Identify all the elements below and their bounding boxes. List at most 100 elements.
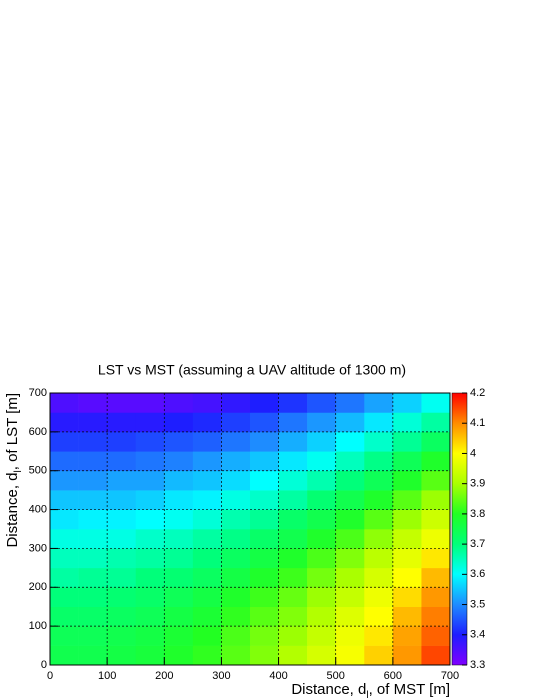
color-tick-label: 3.6	[470, 568, 485, 580]
color-tick-label: 3.9	[470, 478, 485, 490]
heat-cell	[221, 412, 251, 433]
heat-cell	[107, 509, 137, 530]
heat-cell	[135, 412, 165, 433]
heat-cell	[364, 509, 394, 530]
heat-cell	[278, 451, 308, 472]
heat-cell	[364, 393, 394, 413]
heat-cell	[78, 509, 108, 530]
heat-cell	[364, 548, 394, 569]
heat-cell	[50, 451, 79, 472]
heat-cell	[135, 509, 165, 530]
heat-cell	[392, 509, 422, 530]
heat-cell	[250, 626, 279, 646]
heat-cell	[250, 509, 279, 530]
heat-cell	[421, 412, 451, 433]
x-tick-label: 400	[269, 670, 287, 682]
heat-cell	[107, 393, 137, 413]
heat-cell	[221, 626, 251, 646]
x-tick-label: 700	[441, 670, 459, 682]
heat-cell	[364, 451, 394, 472]
heat-cell	[78, 470, 108, 491]
heat-cell	[421, 393, 451, 413]
heat-cell	[307, 412, 337, 433]
heat-cell	[164, 470, 194, 491]
heat-cell	[421, 529, 451, 549]
heat-cell	[192, 626, 222, 646]
heat-cell	[135, 587, 165, 608]
heat-cell	[335, 548, 365, 569]
heat-cell	[78, 626, 108, 646]
heat-cell	[278, 548, 308, 569]
heat-cell	[250, 451, 279, 472]
heat-cell	[50, 490, 79, 510]
heat-cell	[392, 645, 422, 666]
heat-cell	[50, 587, 79, 608]
heat-cell	[107, 431, 137, 452]
heat-cell	[221, 470, 251, 491]
heat-cell	[221, 451, 251, 472]
heat-cell	[192, 567, 222, 588]
heat-cell	[221, 567, 251, 588]
heat-cell	[107, 567, 137, 588]
heat-cell	[250, 529, 279, 549]
x-axis-label: Distance, dl, of MST [m]	[291, 681, 450, 699]
y-axis-label: Distance, dl, of LST [m]	[4, 393, 24, 548]
heat-cell	[421, 567, 451, 588]
heat-cell	[164, 587, 194, 608]
heat-cell	[392, 626, 422, 646]
heat-cell	[250, 587, 279, 608]
y-tick-label: 0	[41, 659, 47, 671]
heat-cell	[364, 490, 394, 510]
heat-cell	[221, 548, 251, 569]
x-tick-label: 200	[155, 670, 173, 682]
x-axis-label-part: , of MST [m]	[369, 681, 450, 698]
heat-cell	[221, 393, 251, 413]
heat-cell	[421, 490, 451, 510]
heat-cell	[192, 412, 222, 433]
heat-cell	[392, 393, 422, 413]
heat-cell	[164, 567, 194, 588]
heat-cell	[192, 587, 222, 608]
heat-cell	[421, 509, 451, 530]
heat-cell	[307, 567, 337, 588]
heat-cell	[278, 470, 308, 491]
heat-cell	[192, 470, 222, 491]
heat-cell	[307, 587, 337, 608]
heat-cell	[164, 548, 194, 569]
x-axis-label-part: Distance, d	[291, 681, 366, 698]
color-tick-label: 3.5	[470, 598, 485, 610]
heat-cell	[221, 529, 251, 549]
heat-cell	[307, 431, 337, 452]
heat-cell	[250, 393, 279, 413]
heat-cell	[78, 606, 108, 627]
heat-cell	[335, 470, 365, 491]
heat-cell	[107, 548, 137, 569]
heat-cell	[192, 431, 222, 452]
heat-cell	[50, 393, 79, 413]
heat-cell	[335, 451, 365, 472]
heat-cell	[78, 490, 108, 510]
heat-cell	[278, 567, 308, 588]
heat-cell	[364, 412, 394, 433]
y-tick-label: 300	[29, 542, 47, 554]
heat-cell	[392, 451, 422, 472]
heat-cell	[164, 451, 194, 472]
heat-cell	[335, 587, 365, 608]
heat-cell	[192, 529, 222, 549]
heat-cell	[135, 470, 165, 491]
y-axis-label-part: l	[13, 470, 24, 472]
heat-cell	[392, 548, 422, 569]
heat-cell	[421, 587, 451, 608]
color-tick-label: 3.4	[470, 629, 485, 641]
color-tick-label: 3.7	[470, 538, 485, 550]
heat-cell	[250, 470, 279, 491]
heat-cell	[135, 606, 165, 627]
heat-cell	[250, 431, 279, 452]
heat-cell	[192, 451, 222, 472]
heat-cell	[135, 567, 165, 588]
heat-cell	[364, 567, 394, 588]
y-tick-label: 200	[29, 581, 47, 593]
heat-cell	[335, 567, 365, 588]
heat-cell	[135, 431, 165, 452]
heat-cell	[250, 645, 279, 666]
